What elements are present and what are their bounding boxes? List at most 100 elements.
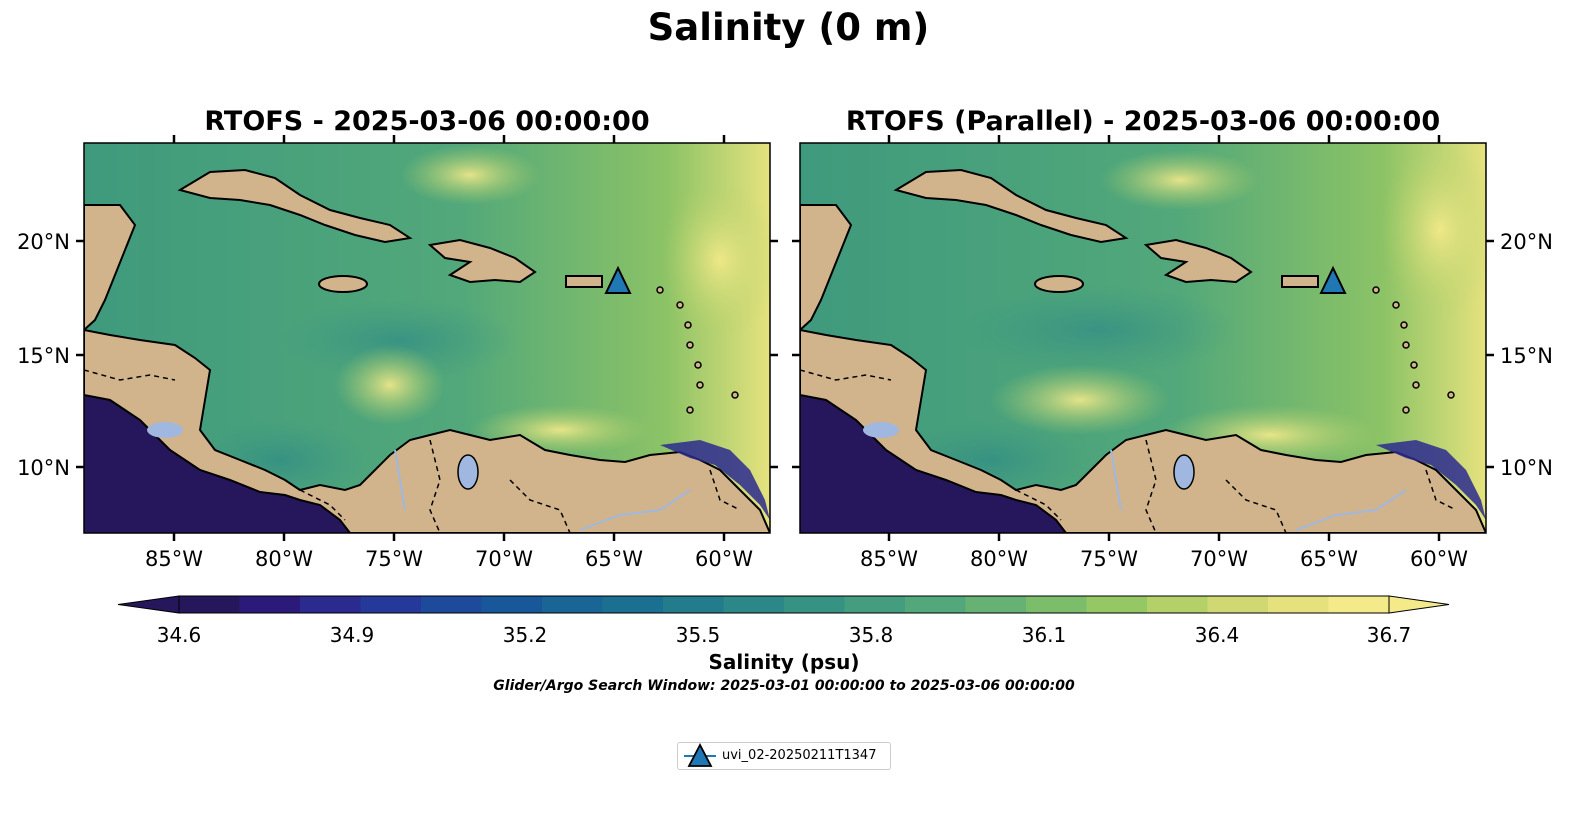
colorbar-tick-label: 34.9 [330,623,375,647]
colorbar-label: Salinity (psu) [708,650,860,674]
panel-title-left: RTOFS - 2025-03-06 00:00:00 [204,106,650,137]
colorbar-tick-label: 35.2 [503,623,548,647]
lon-tick-label: 70°W [1190,547,1248,571]
map-frame-right [799,142,1487,534]
lake-nicaragua [147,422,183,438]
lon-tick-label: 60°W [695,547,753,571]
lon-tick-label: 65°W [1300,547,1358,571]
lon-tick-label: 85°W [145,547,203,571]
colorbar-tick-label: 36.4 [1195,623,1240,647]
cuba-land [893,168,1129,244]
puerto-rico-land [1281,275,1319,288]
colorbar-swatch [1086,596,1148,613]
colorbar-swatch [844,596,906,613]
search-window-caption: Glider/Argo Search Window: 2025-03-01 00… [493,678,1075,694]
salty-eddy [1380,143,1486,320]
colorbar-swatch [1026,596,1088,613]
colorbar-swatch [1328,596,1390,613]
triangle-marker-icon [684,743,716,767]
lake-maracaibo [457,454,479,490]
colorbar-tick-label: 35.8 [849,623,894,647]
river [579,489,691,531]
jamaica-land [318,275,368,293]
river [394,449,406,511]
lon-tick-label: 85°W [860,547,918,571]
legend: uvi_02-20250211T1347 [677,742,891,770]
yucatan-land [800,204,853,332]
country-borders [84,369,741,533]
colorbar [117,595,1450,614]
map-panel-right [800,143,1486,533]
orinoco-plume [660,440,770,520]
lon-tick-label: 70°W [475,547,533,571]
lat-tick-label: 15°N [17,344,70,368]
salty-eddy [990,365,1170,435]
colorbar-extend-low [117,595,180,614]
lon-tick-label: 65°W [585,547,643,571]
salty-eddy [660,180,770,340]
lat-tick-label: 10°N [17,456,70,480]
pacific-ocean [800,395,1066,533]
central-america-land [84,328,770,533]
colorbar-swatch [179,596,241,613]
lesser-antilles [656,286,739,414]
lon-tick-label: 60°W [1410,547,1468,571]
yucatan-land [84,204,137,332]
lon-tick-label: 75°W [365,547,423,571]
colorbar-swatch [360,596,422,613]
legend-entry-label: uvi_02-20250211T1347 [722,748,877,763]
colorbar-swatch [723,596,785,613]
colorbar-swatch [300,596,362,613]
figure-title: Salinity (0 m) [647,6,930,49]
colorbar-swatch [1147,596,1209,613]
lon-tick-label: 80°W [970,547,1028,571]
salty-eddy [1100,150,1260,210]
colorbar-swatch [602,596,664,613]
pacific-ocean [84,395,350,533]
map-frame-left [83,142,771,534]
lake-maracaibo [1173,454,1195,490]
colorbar-swatch [784,596,846,613]
river [1295,489,1407,531]
cuba-land [177,168,413,244]
colorbar-extend-high [1388,595,1450,614]
central-america-land [800,328,1486,533]
colorbar-tick-label: 36.7 [1367,623,1412,647]
lat-tick-label: 20°N [1500,230,1553,254]
glider-marker-right[interactable] [1319,265,1347,294]
panel-title-right: RTOFS (Parallel) - 2025-03-06 00:00:00 [845,106,1441,137]
orinoco-plume [1376,440,1486,520]
jamaica-land [1034,275,1084,293]
country-borders [800,369,1457,533]
puerto-rico-land [565,275,603,288]
salty-eddy [335,345,445,425]
axis-ticks-left [76,135,778,541]
colorbar-tick-label: 34.6 [157,623,202,647]
hispaniola-land [1143,238,1253,284]
lon-tick-label: 80°W [255,547,313,571]
river [1110,449,1122,511]
lat-tick-label: 15°N [1500,344,1553,368]
colorbar-swatch [542,596,604,613]
colorbar-frame [178,595,1390,614]
lake-nicaragua [863,422,899,438]
salty-eddy [400,145,540,205]
colorbar-swatch [905,596,967,613]
lesser-antilles [1372,286,1455,414]
axis-ticks-right [792,135,1494,541]
fresh-plume [280,300,520,380]
glider-marker-left[interactable] [604,265,632,294]
colorbar-swatch [663,596,725,613]
colorbar-swatch [965,596,1027,613]
lat-tick-label: 20°N [17,230,70,254]
colorbar-swatch [481,596,543,613]
colorbar-swatch [1207,596,1269,613]
colorbar-swatch [1268,596,1330,613]
colorbar-swatch [239,596,301,613]
lon-tick-label: 75°W [1080,547,1138,571]
lat-tick-label: 10°N [1500,456,1553,480]
map-panel-left [84,143,770,533]
colorbar-tick-label: 36.1 [1022,623,1067,647]
colorbar-swatch [421,596,483,613]
